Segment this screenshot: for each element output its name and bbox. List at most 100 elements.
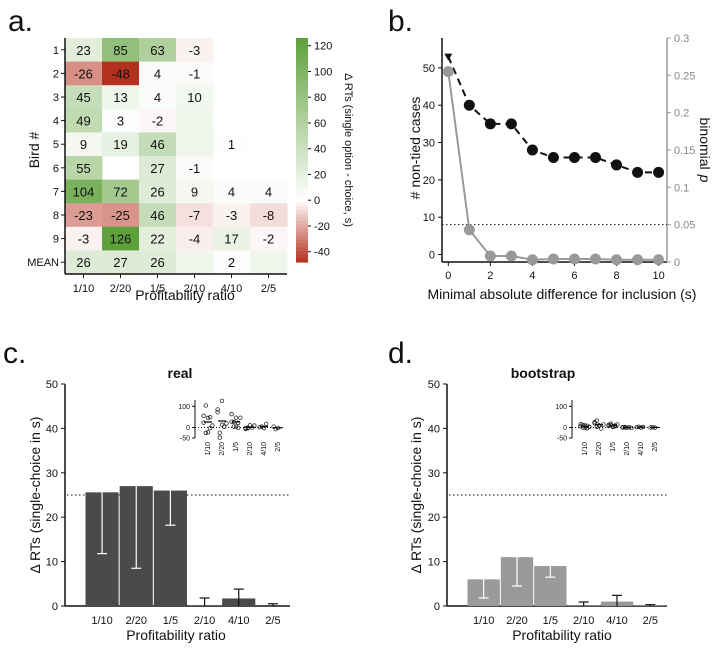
heatmap-cell bbox=[213, 250, 251, 275]
colorbar-segment bbox=[296, 67, 308, 73]
heatmap-cell-value: 4 bbox=[228, 184, 235, 199]
non-tied-cases-triangle-marker bbox=[444, 53, 453, 61]
colorbar-segment bbox=[296, 202, 308, 207]
panel-c-letter: c. bbox=[3, 337, 26, 370]
bootstrap-inset-x-tick-label: 2/20 bbox=[596, 442, 603, 456]
non-tied-cases-point bbox=[590, 151, 602, 163]
real-inset-y-tick-label: 0 bbox=[186, 425, 190, 432]
real-inset-point bbox=[231, 424, 236, 429]
colorbar-segment bbox=[296, 90, 308, 95]
non-tied-cases-point bbox=[463, 99, 475, 111]
colorbar-segment bbox=[296, 247, 308, 252]
heatmap-cell bbox=[139, 85, 177, 110]
left-y-tick-label: 20 bbox=[423, 175, 435, 187]
heatmap-cell bbox=[139, 108, 177, 133]
bar-chart-real-ylabel: Δ RTs (single-choice in s) bbox=[27, 417, 43, 574]
heatmap-cell-value: 3 bbox=[117, 114, 124, 129]
real-x-tick-label: 2/10 bbox=[194, 615, 215, 627]
heatmap-cell bbox=[102, 250, 140, 275]
real-inset-point bbox=[210, 423, 215, 428]
heatmap-cell bbox=[65, 250, 103, 275]
binomial-p-line bbox=[447, 71, 659, 261]
heatmap-cell bbox=[65, 132, 103, 157]
panel-d-letter: d. bbox=[388, 337, 413, 370]
colorbar-segment bbox=[296, 49, 308, 54]
real-y-tick-label: 20 bbox=[46, 512, 58, 524]
heatmap-cell bbox=[176, 38, 214, 63]
heatmap-cell bbox=[102, 203, 140, 228]
bootstrap-inset-y-tick-label: 100 bbox=[555, 404, 567, 411]
bootstrap-inset-x-tick-label: 1/5 bbox=[610, 442, 617, 452]
heatmap-cell-value: -3 bbox=[226, 208, 238, 223]
heatmap-cell bbox=[139, 203, 177, 228]
real-x-tick-label: 1/5 bbox=[163, 615, 178, 627]
heatmap-cell bbox=[102, 61, 140, 86]
colorbar-segment bbox=[296, 243, 308, 248]
heatmap-cell-value: -1 bbox=[189, 66, 201, 81]
bootstrap-inset-point bbox=[596, 423, 602, 428]
real-inset-point bbox=[252, 423, 257, 428]
colorbar-segment bbox=[296, 183, 308, 188]
bootstrap-inset-point bbox=[578, 422, 583, 427]
heatmap-y-tick-label: 1 bbox=[53, 45, 59, 57]
right-y-tick-label: 0.25 bbox=[674, 70, 695, 82]
colorbar-segment bbox=[296, 191, 308, 196]
colorbar-segment bbox=[296, 187, 308, 192]
line-chart-xlabel: Minimal absolute difference for inclusio… bbox=[428, 286, 697, 302]
binomial-p-point bbox=[484, 250, 496, 262]
heatmap-cell-value: 72 bbox=[113, 184, 127, 199]
heatmap-cell-value: -23 bbox=[74, 208, 93, 223]
real-inset-point bbox=[222, 424, 227, 429]
colorbar-segment bbox=[296, 194, 308, 200]
binomial-p-point bbox=[442, 66, 454, 78]
heatmap-cell bbox=[250, 203, 288, 228]
heatmap-cell-unlabeled bbox=[176, 108, 214, 133]
heatmap-cell-value: 85 bbox=[113, 43, 127, 58]
heatmap-cell-value: 63 bbox=[150, 43, 164, 58]
real-inset-x-tick-label: 2/10 bbox=[247, 442, 254, 456]
heatmap-cell-value: -25 bbox=[111, 208, 130, 223]
bootstrap-inset-y-tick-label: 0 bbox=[563, 425, 567, 432]
colorbar-segment bbox=[296, 56, 308, 61]
heatmap-cell-value: -2 bbox=[152, 114, 164, 129]
non-tied-cases-point bbox=[547, 151, 559, 163]
heatmap-cell-value: -26 bbox=[74, 66, 93, 81]
left-y-tick-label: 30 bbox=[423, 138, 435, 150]
heatmap-cell-value: 27 bbox=[113, 255, 127, 270]
colorbar-segment bbox=[296, 64, 308, 69]
heatmap-cell-value: -4 bbox=[189, 232, 201, 247]
bar-chart-bootstrap-title: bootstrap bbox=[511, 365, 576, 381]
colorbar: 120 100 80 60 40 20 0 -20 -40 bbox=[296, 38, 332, 263]
real-x-tick-label: 4/10 bbox=[228, 615, 249, 627]
right-y-tick-label: 0.2 bbox=[674, 108, 689, 120]
left-y-tick-label: 10 bbox=[423, 212, 435, 224]
real-inset-point bbox=[217, 430, 222, 435]
heatmap-cell bbox=[176, 85, 214, 110]
colorbar-tick-label: 20 bbox=[314, 169, 326, 181]
heatmap-cell-value: -3 bbox=[78, 232, 90, 247]
heatmap-cell bbox=[65, 85, 103, 110]
heatmap-y-tick-label: 3 bbox=[53, 92, 59, 104]
heatmap-cell bbox=[139, 156, 177, 181]
bar-chart-bootstrap-xlabel: Profitability ratio bbox=[512, 627, 612, 643]
binomial-p-point bbox=[590, 253, 602, 265]
bootstrap-x-tick-label: 2/5 bbox=[643, 615, 658, 627]
line-chart-ylabel-right-p: p bbox=[697, 174, 713, 183]
heatmap-cell-value: -48 bbox=[111, 66, 130, 81]
bootstrap-y-tick-label: 10 bbox=[428, 557, 440, 569]
heatmap-cell-value: 19 bbox=[113, 137, 127, 152]
colorbar-segment bbox=[296, 131, 308, 136]
x-tick-label: 6 bbox=[571, 270, 577, 282]
heatmap-cell bbox=[176, 203, 214, 228]
real-inset-point bbox=[236, 425, 241, 431]
colorbar-segment bbox=[296, 82, 308, 88]
real-inset-point bbox=[243, 426, 248, 432]
binomial-p-point bbox=[568, 253, 580, 265]
heatmap-y-tick-label: 5 bbox=[53, 139, 59, 151]
real-inset-point bbox=[215, 410, 220, 415]
colorbar-tick-label: 40 bbox=[314, 144, 326, 156]
colorbar-segment bbox=[296, 220, 308, 226]
real-inset-x-tick-label: 2/5 bbox=[275, 442, 282, 452]
heatmap-cell-value: -1 bbox=[189, 161, 201, 176]
